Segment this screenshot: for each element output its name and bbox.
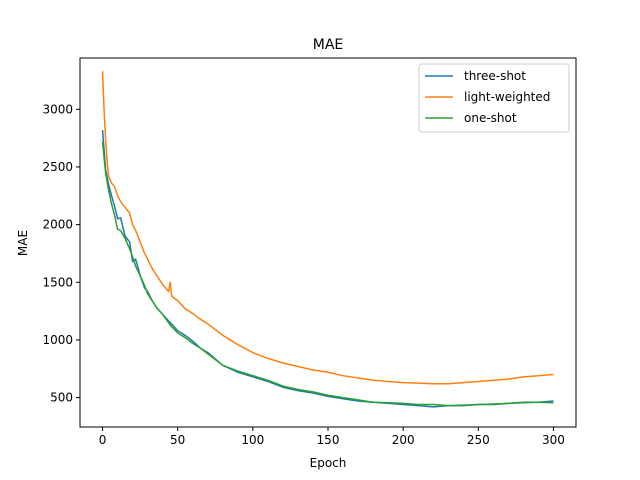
x-tick-label: 250 (467, 433, 490, 447)
y-tick-label: 2500 (42, 160, 73, 174)
legend-entry-light-weighted: light-weighted (464, 90, 550, 104)
plot-area (101, 71, 554, 408)
y-tick-label: 1500 (42, 275, 73, 289)
legend-entry-one-shot: one-shot (464, 111, 517, 125)
legend: three-shot light-weighted one-shot (418, 63, 570, 133)
y-tick-label: 1000 (42, 333, 73, 347)
y-tick-label: 2000 (42, 218, 73, 232)
x-tick-label: 300 (542, 433, 565, 447)
series-line-light-weighted (101, 71, 554, 385)
axis-ticks: 0 50 100 150 200 250 300 500 1000 1500 2000 2500 300… (42, 102, 564, 447)
y-tick-label: 3000 (42, 102, 73, 116)
legend-entry-three-shot: three-shot (464, 69, 526, 83)
y-axis-label: MAE (16, 230, 30, 256)
axes-frame (79, 57, 577, 428)
x-tick-label: 100 (241, 433, 264, 447)
x-axis-label: Epoch (310, 456, 347, 470)
series-line-one-shot (101, 141, 554, 407)
legend-box (418, 63, 570, 133)
y-tick-label: 500 (50, 391, 73, 405)
x-tick-label: 0 (99, 433, 107, 447)
chart-title: MAE (313, 37, 344, 53)
x-tick-label: 150 (317, 433, 340, 447)
x-tick-label: 200 (392, 433, 415, 447)
x-tick-label: 50 (170, 433, 185, 447)
